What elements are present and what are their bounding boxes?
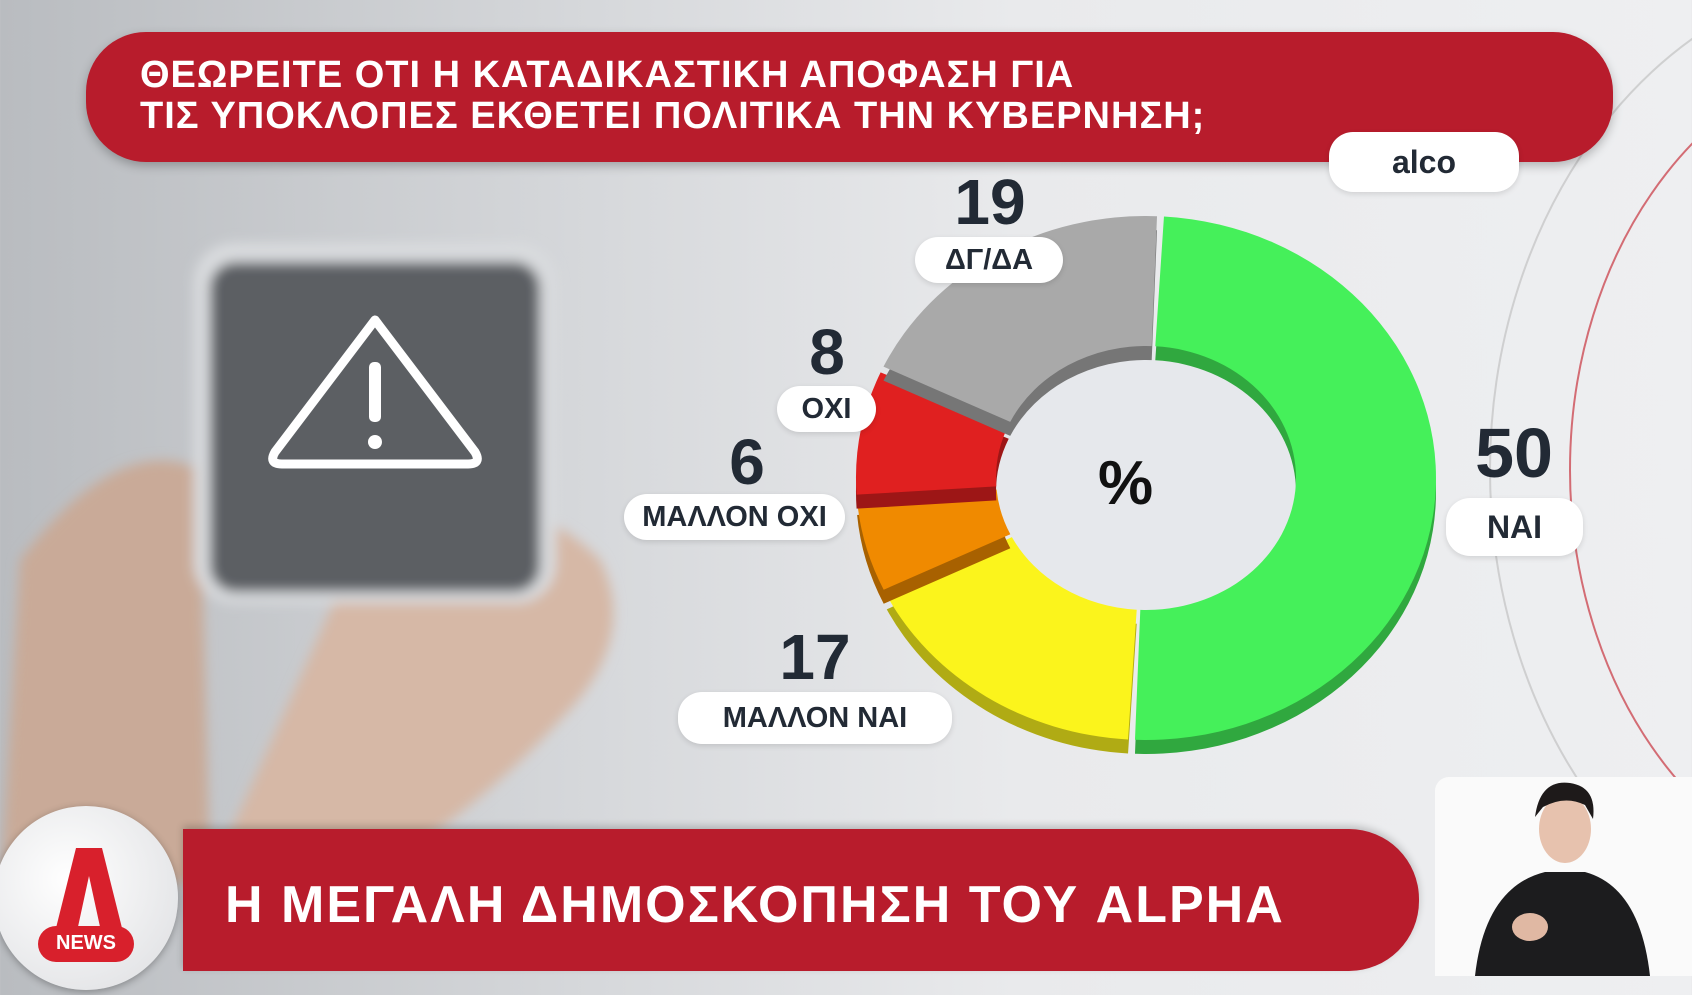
- label-oxi: ΟΧΙ: [777, 386, 876, 432]
- question-line-2: ΤΙΣ ΥΠΟΚΛΟΠΕΣ ΕΚΘΕΤΕΙ ΠΟΛΙΤΙΚΑ ΤΗΝ ΚΥΒΕΡ…: [140, 95, 1206, 137]
- label-dgda: ΔΓ/ΔΑ: [915, 237, 1063, 283]
- center-percent-label: %: [1098, 449, 1154, 518]
- value-mallon-oxi: 6: [729, 426, 765, 498]
- phone-hand-image: [0, 243, 614, 900]
- alpha-logo-icon: [38, 848, 134, 962]
- sign-language-interpreter: [1435, 777, 1692, 976]
- value-nai: 50: [1475, 414, 1553, 492]
- donut-hole: [996, 346, 1296, 610]
- value-mallon-nai: 17: [779, 621, 851, 693]
- donut-slice-4: [856, 372, 1009, 495]
- alpha-news-logo: NEWS: [0, 806, 178, 990]
- donut-slice-5: [883, 216, 1158, 422]
- headline-banner: Η ΜΕΓΑΛΗ ΔΗΜΟΣΚΟΠΗΣΗ ΤΟΥ ALPHA: [183, 829, 1419, 971]
- label-nai: ΝΑΙ: [1446, 498, 1583, 556]
- question-line-1: ΘΕΩΡΕΙΤΕ ΟΤΙ Η ΚΑΤΑΔΙΚΑΣΤΙΚΗ ΑΠΟΦΑΣΗ ΓΙΑ: [140, 54, 1075, 96]
- donut-slice-3: [857, 489, 1011, 590]
- warning-triangle-icon: [268, 315, 482, 469]
- interpreter-image: [1475, 782, 1650, 976]
- phone-screen: [210, 262, 540, 592]
- label-mallon-oxi: ΜΑΛΛΟΝ ΟΧΙ: [624, 494, 845, 540]
- value-dgda: 19: [954, 166, 1026, 238]
- source-badge: alco: [1329, 132, 1519, 192]
- logo-news-text: NEWS: [56, 932, 116, 954]
- donut-slice-1: [1134, 216, 1436, 740]
- donut-slice-2: [886, 537, 1137, 740]
- headline-text: Η ΜΕΓΑΛΗ ΔΗΜΟΣΚΟΠΗΣΗ ΤΟΥ ALPHA: [225, 876, 1285, 934]
- label-mallon-nai: ΜΑΛΛΟΝ ΝΑΙ: [678, 692, 952, 744]
- value-oxi: 8: [809, 316, 845, 388]
